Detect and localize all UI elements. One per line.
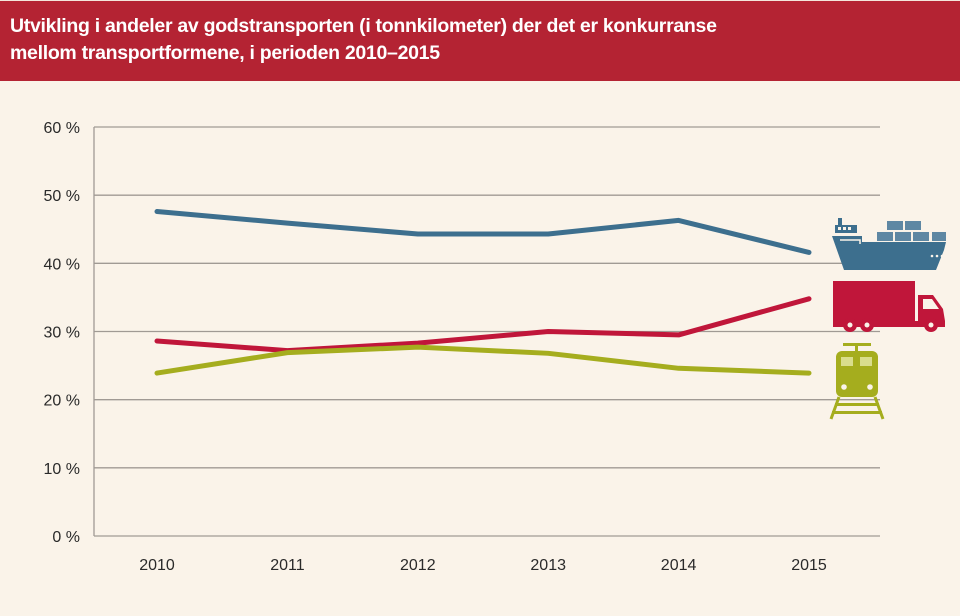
y-axis: 0 % 10 % 20 % 30 % 40 % 50 % 60 % xyxy=(44,120,80,546)
x-tick-label: 2012 xyxy=(400,557,436,574)
train-icon xyxy=(829,343,885,420)
series-lines xyxy=(154,209,812,376)
x-tick-label: 2015 xyxy=(791,557,827,574)
ship-icon xyxy=(832,218,946,270)
chart-title-line-2: mellom transportformene, i perioden 2010… xyxy=(10,42,440,64)
chart-title: Utvikling i andeler av godstransporten (… xyxy=(10,13,950,67)
y-tick-label: 0 % xyxy=(52,529,80,546)
chart-header: Utvikling i andeler av godstransporten (… xyxy=(0,0,960,81)
y-tick-label: 60 % xyxy=(44,120,80,137)
x-tick-label: 2013 xyxy=(530,557,566,574)
x-tick-label: 2014 xyxy=(661,557,697,574)
y-tick-label: 40 % xyxy=(44,256,80,273)
y-tick-label: 30 % xyxy=(44,325,80,342)
gridlines xyxy=(93,126,880,537)
y-tick-label: 50 % xyxy=(44,188,80,205)
x-tick-label: 2010 xyxy=(139,557,175,574)
x-tick-label: 2011 xyxy=(270,557,305,574)
x-axis: 2010 2011 2012 2013 2014 2015 xyxy=(139,557,827,574)
series-line-bane xyxy=(154,344,812,376)
y-tick-label: 10 % xyxy=(44,461,80,478)
chart-title-line-1: Utvikling i andeler av godstransporten (… xyxy=(10,15,717,37)
y-tick-label: 20 % xyxy=(44,393,80,410)
series-line-vei xyxy=(154,296,812,354)
series-line-sjø xyxy=(154,209,812,255)
truck-icon xyxy=(833,281,945,332)
